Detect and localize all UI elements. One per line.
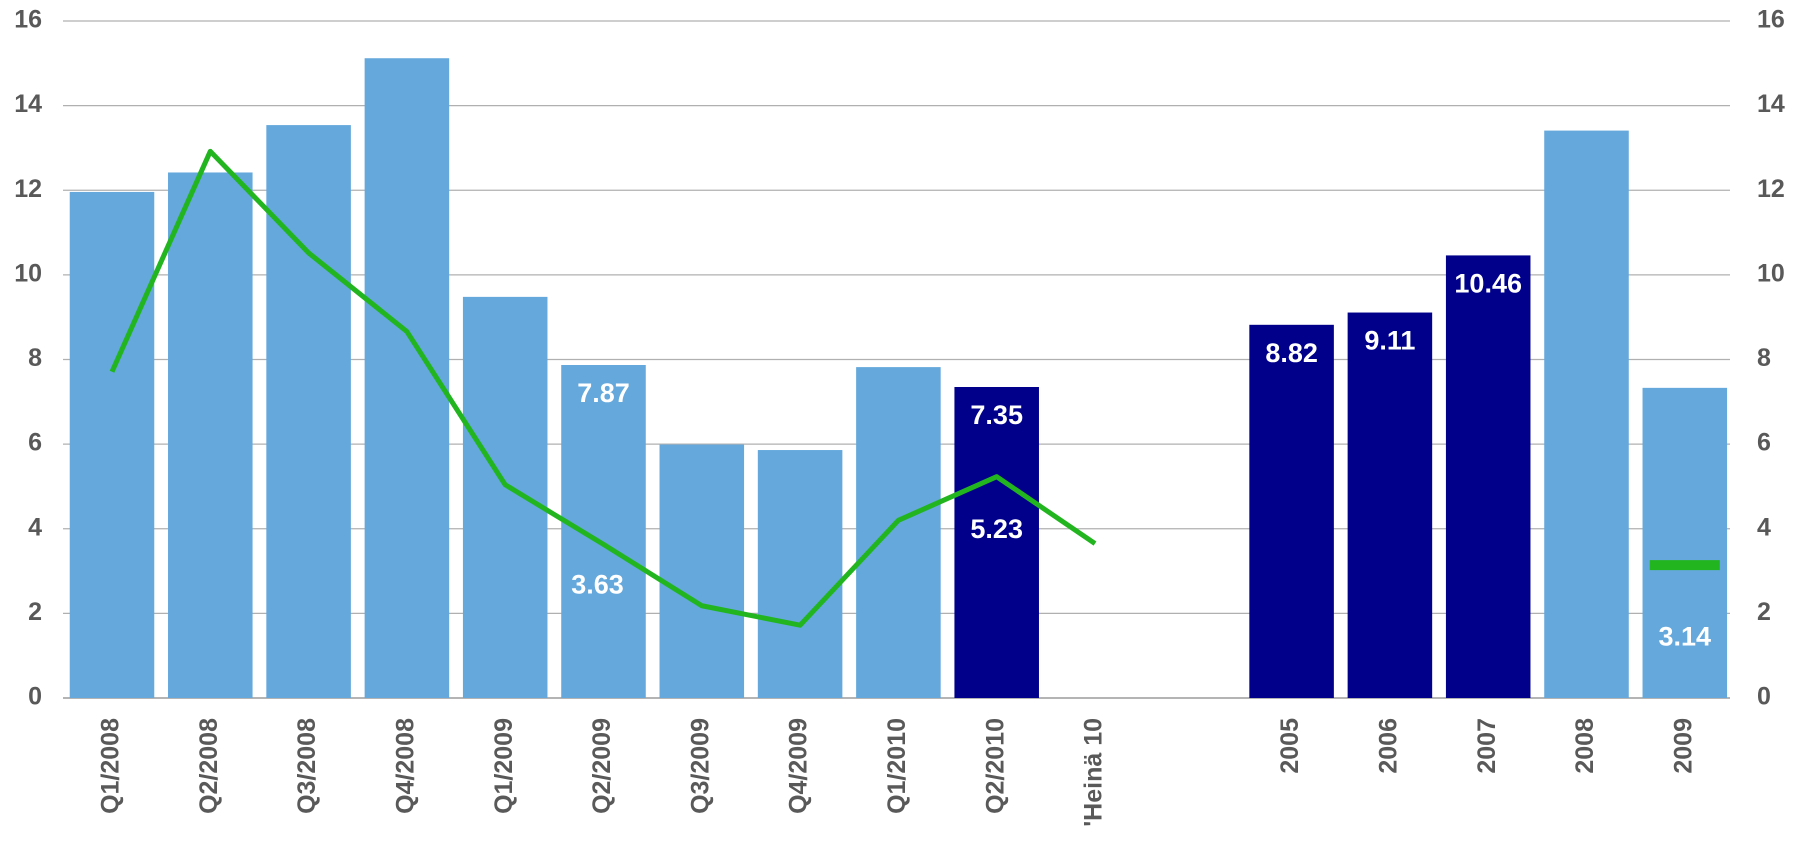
y-tick-label: 10 — [14, 259, 42, 287]
y-tick-label: 6 — [28, 429, 42, 457]
data-label: 7.87 — [577, 378, 630, 408]
x-tick-label: 2006 — [1375, 718, 1403, 774]
bar — [954, 387, 1039, 698]
y-tick-label: 12 — [14, 175, 42, 203]
y-tick-label: 16 — [14, 6, 42, 34]
x-tick-label: Q3/2009 — [686, 718, 714, 814]
x-tick-label: 2009 — [1669, 718, 1697, 774]
bar — [69, 191, 155, 698]
bar — [1249, 324, 1334, 698]
data-label: 9.11 — [1364, 326, 1415, 356]
x-tick-label: 2007 — [1473, 718, 1501, 774]
bar — [561, 365, 646, 698]
x-tick-label: Q1/2009 — [490, 718, 518, 814]
y2-tick-label: 12 — [1757, 175, 1785, 203]
bar — [1347, 312, 1433, 698]
bar — [757, 450, 843, 698]
data-label: 7.35 — [970, 400, 1023, 430]
bar — [1544, 130, 1629, 699]
bar — [266, 125, 351, 699]
y2-tick-label: 6 — [1757, 429, 1771, 457]
data-label: 3.14 — [1659, 621, 1712, 651]
x-tick-label: 'Heinä 10 — [1080, 718, 1108, 827]
data-label: 5.23 — [970, 514, 1023, 544]
x-tick-label: 2008 — [1571, 718, 1599, 774]
data-label: 10.46 — [1454, 269, 1522, 299]
y2-tick-label: 2 — [1757, 598, 1771, 626]
bar — [659, 444, 745, 698]
y2-tick-label: 10 — [1757, 259, 1785, 287]
y2-tick-label: 4 — [1757, 513, 1771, 541]
x-tick-label: Q4/2009 — [785, 718, 813, 814]
x-tick-label: Q2/2010 — [981, 718, 1009, 814]
line — [109, 148, 1097, 628]
y2-tick-label: 14 — [1757, 90, 1785, 118]
y-tick-label: 8 — [28, 344, 42, 372]
x-tick-label: Q1/2008 — [97, 718, 125, 814]
x-tick-label: 2005 — [1276, 718, 1304, 774]
bar — [462, 296, 548, 698]
y2-tick-label: 8 — [1757, 344, 1771, 372]
bar — [856, 367, 941, 698]
y-tick-label: 14 — [14, 90, 42, 118]
y2-tick-label: 0 — [1757, 683, 1771, 711]
x-tick-label: Q4/2008 — [392, 718, 420, 814]
x-tick-label: Q3/2008 — [293, 718, 321, 814]
data-label: 3.63 — [571, 570, 624, 600]
y-tick-label: 2 — [28, 598, 42, 626]
bar — [168, 172, 253, 698]
y2-tick-label: 16 — [1757, 6, 1785, 34]
x-tick-label: Q2/2009 — [588, 718, 616, 814]
data-label: 8.82 — [1265, 338, 1318, 368]
x-tick-label: Q2/2008 — [195, 718, 223, 814]
x-tick-label: Q1/2010 — [883, 718, 911, 814]
bar — [1445, 255, 1531, 698]
y-tick-label: 4 — [28, 513, 42, 541]
bar — [1642, 387, 1728, 698]
y-tick-label: 0 — [28, 683, 42, 711]
